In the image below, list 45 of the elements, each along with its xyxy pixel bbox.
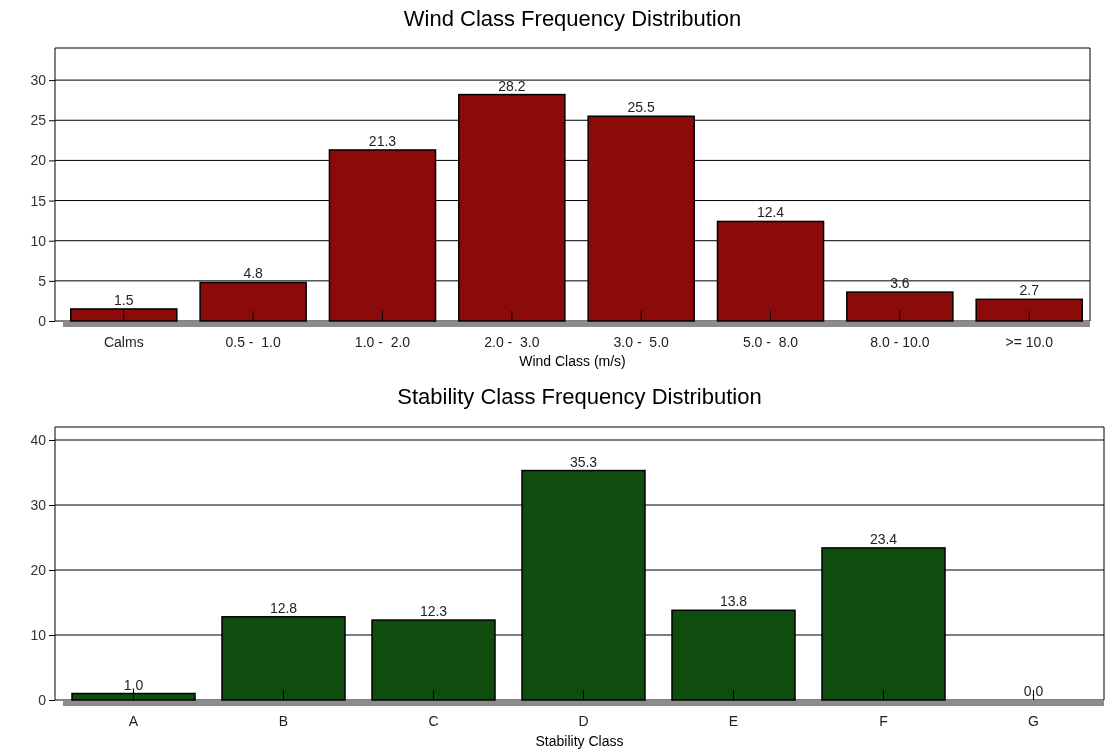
y-tick-label: 10 (30, 232, 47, 249)
y-tick-label: 30 (30, 72, 47, 89)
x-tick-label: C (428, 712, 439, 729)
x-tick-label: B (278, 712, 289, 729)
data-label: 1.5 (114, 291, 134, 308)
x-axis-title: Wind Class (m/s) (519, 353, 626, 369)
data-label: 12.3 (419, 603, 448, 620)
y-tick-label: 40 (30, 431, 47, 448)
y-tick-label: 5 (38, 272, 47, 289)
chart-title: Stability Class Frequency Distribution (397, 384, 762, 409)
x-tick-label: 1.0 - 2.0 (354, 333, 411, 350)
data-label: 1.0 (123, 676, 144, 693)
data-label: 21.3 (368, 132, 397, 149)
data-label: 35.3 (569, 453, 598, 470)
x-axis-title: Stability Class (535, 733, 624, 749)
y-tick-label: 10 (30, 626, 47, 643)
x-tick-label: >= 10.0 (1005, 333, 1054, 350)
data-label: 13.8 (719, 593, 748, 610)
chart-title: Wind Class Frequency Distribution (403, 6, 742, 31)
x-tick-label: 3.0 - 5.0 (613, 333, 670, 350)
data-label: 23.4 (869, 530, 898, 547)
data-label: 28.2 (498, 77, 526, 94)
x-tick-label: G (1028, 712, 1039, 729)
data-label: 25.5 (627, 99, 656, 116)
y-tick-label: 20 (30, 152, 47, 169)
data-label: 0.0 (1023, 683, 1044, 699)
y-tick-label: 25 (30, 112, 47, 129)
x-tick-label: 5.0 - 8.0 (742, 333, 799, 350)
x-tick-label: A (128, 712, 139, 729)
x-tick-label: D (578, 712, 589, 729)
y-tick-label: 0 (38, 691, 47, 708)
y-tick-label: 20 (30, 561, 47, 578)
data-label: 12.8 (269, 599, 298, 616)
x-tick-label: Calms (103, 333, 144, 350)
x-tick-label: 2.0 - 3.0 (484, 333, 540, 350)
data-label: 4.8 (243, 265, 264, 282)
y-tick-label: 30 (30, 496, 47, 513)
x-tick-label: 8.0 - 10.0 (870, 333, 930, 350)
y-tick-label: 15 (30, 192, 47, 209)
x-tick-label: 0.5 - 1.0 (225, 333, 281, 350)
data-label: 2.7 (1019, 282, 1040, 299)
y-tick-label: 0 (38, 312, 47, 329)
x-tick-label: F (879, 712, 888, 729)
data-label: 12.4 (756, 204, 785, 221)
x-tick-label: E (728, 712, 739, 729)
